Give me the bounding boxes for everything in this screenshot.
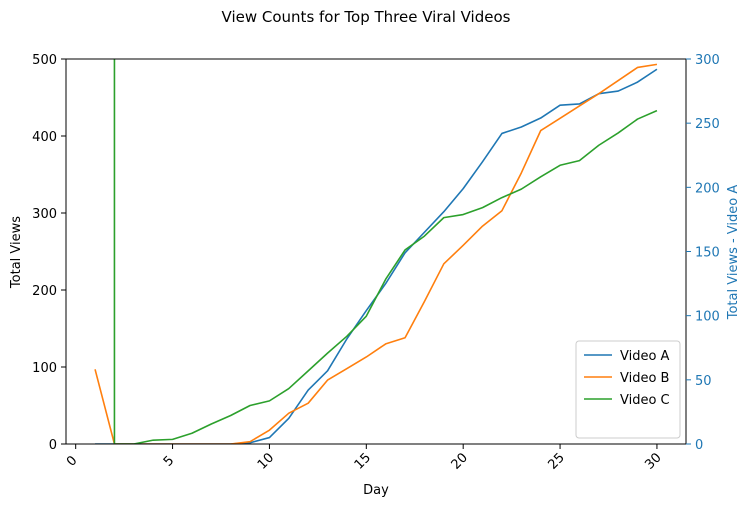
y-tick-label: 0 bbox=[49, 438, 57, 453]
x-tick-label: 30 bbox=[642, 450, 664, 472]
series-line-video-c bbox=[113, 59, 658, 444]
x-tick-label: 15 bbox=[352, 450, 374, 472]
y-axis-right: 0 50 100 150 200 250 300 bbox=[686, 53, 720, 453]
legend-box bbox=[575, 340, 681, 439]
chart-title: View Counts for Top Three Viral Videos bbox=[222, 8, 511, 26]
series-layer bbox=[94, 59, 658, 444]
x-tick-label: 20 bbox=[449, 450, 471, 472]
y-tick-label: 500 bbox=[32, 53, 57, 68]
y-tick-label-right: 150 bbox=[695, 246, 720, 261]
y-tick-label: 100 bbox=[32, 361, 57, 376]
x-tick-label: 5 bbox=[161, 453, 177, 469]
x-axis-label: Day bbox=[363, 483, 389, 498]
legend: Video A Video B Video C bbox=[575, 340, 681, 439]
y-tick-label-right: 0 bbox=[695, 438, 703, 453]
series-line-video-a bbox=[95, 68, 658, 444]
y-tick-label-right: 100 bbox=[695, 310, 720, 325]
y-tick-label-right: 200 bbox=[695, 181, 720, 196]
y-axis-label: Total Views bbox=[9, 216, 24, 289]
x-tick-label: 25 bbox=[545, 450, 567, 472]
y-axis-label-right: Total Views - Video A bbox=[726, 185, 741, 321]
y-tick-label: 400 bbox=[32, 130, 57, 145]
y-axis-left: 0 100 200 300 400 500 bbox=[32, 53, 66, 453]
legend-label-video-c: Video C bbox=[620, 393, 670, 408]
y-tick-label: 300 bbox=[32, 207, 57, 222]
x-tick-label: 0 bbox=[64, 453, 80, 469]
y-tick-label-right: 300 bbox=[695, 53, 720, 68]
y-tick-label: 200 bbox=[32, 284, 57, 299]
x-axis: 0 5 10 15 20 25 30 bbox=[64, 444, 665, 473]
x-tick-label: 10 bbox=[255, 450, 277, 472]
legend-label-video-b: Video B bbox=[620, 371, 669, 386]
series-line-video-b bbox=[94, 63, 658, 444]
y-tick-label-right: 250 bbox=[695, 117, 720, 132]
y-tick-label-right: 50 bbox=[695, 374, 712, 389]
legend-label-video-a: Video A bbox=[620, 349, 670, 364]
